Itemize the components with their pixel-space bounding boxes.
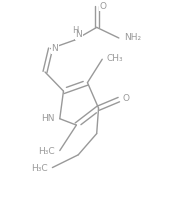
Text: CH₃: CH₃ — [107, 54, 124, 63]
Text: HN: HN — [41, 114, 55, 123]
Text: N: N — [52, 44, 58, 53]
Text: O: O — [123, 94, 130, 103]
Text: H₃C: H₃C — [31, 164, 48, 173]
Text: O: O — [100, 2, 106, 11]
Text: NH₂: NH₂ — [124, 34, 142, 43]
Text: N: N — [76, 30, 82, 39]
Text: H: H — [72, 26, 79, 35]
Text: H₃C: H₃C — [39, 147, 55, 156]
